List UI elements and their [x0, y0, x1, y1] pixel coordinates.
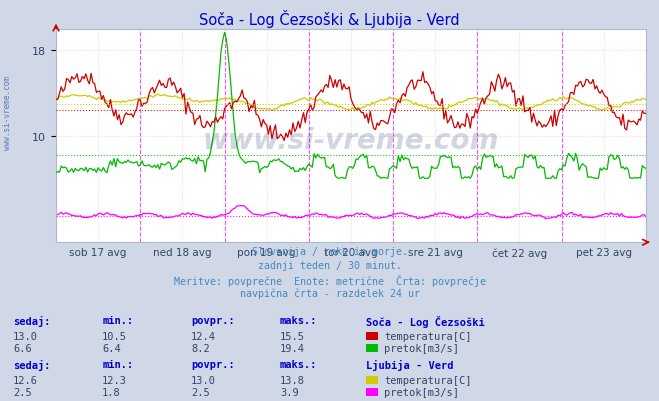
Text: 2.5: 2.5 — [191, 387, 210, 397]
Text: 19.4: 19.4 — [280, 343, 305, 353]
Text: 1.8: 1.8 — [102, 387, 121, 397]
Text: 12.4: 12.4 — [191, 331, 216, 341]
Text: pretok[m3/s]: pretok[m3/s] — [384, 387, 459, 397]
Text: temperatura[C]: temperatura[C] — [384, 375, 472, 385]
Text: temperatura[C]: temperatura[C] — [384, 331, 472, 341]
Text: min.:: min.: — [102, 359, 133, 369]
Text: Soča - Log Čezsoški & Ljubija - Verd: Soča - Log Čezsoški & Ljubija - Verd — [199, 10, 460, 28]
Text: 10.5: 10.5 — [102, 331, 127, 341]
Text: 6.4: 6.4 — [102, 343, 121, 353]
Text: maks.:: maks.: — [280, 359, 318, 369]
Text: 3.9: 3.9 — [280, 387, 299, 397]
Text: 13.0: 13.0 — [191, 375, 216, 385]
Text: sedaj:: sedaj: — [13, 359, 51, 370]
Text: Slovenija / reke in morje.: Slovenija / reke in morje. — [252, 247, 407, 257]
Text: povpr.:: povpr.: — [191, 315, 235, 325]
Text: 6.6: 6.6 — [13, 343, 32, 353]
Text: pretok[m3/s]: pretok[m3/s] — [384, 343, 459, 353]
Text: 13.8: 13.8 — [280, 375, 305, 385]
Text: 8.2: 8.2 — [191, 343, 210, 353]
Text: www.si-vreme.com: www.si-vreme.com — [3, 75, 13, 149]
Text: povpr.:: povpr.: — [191, 359, 235, 369]
Text: 13.0: 13.0 — [13, 331, 38, 341]
Text: min.:: min.: — [102, 315, 133, 325]
Text: Ljubija - Verd: Ljubija - Verd — [366, 359, 453, 370]
Text: Soča - Log Čezsoški: Soča - Log Čezsoški — [366, 315, 484, 327]
Text: maks.:: maks.: — [280, 315, 318, 325]
Text: Meritve: povprečne  Enote: metrične  Črta: povprečje: Meritve: povprečne Enote: metrične Črta:… — [173, 274, 486, 286]
Text: zadnji teden / 30 minut.: zadnji teden / 30 minut. — [258, 260, 401, 270]
Text: sedaj:: sedaj: — [13, 315, 51, 326]
Text: www.si-vreme.com: www.si-vreme.com — [203, 127, 499, 154]
Text: 12.3: 12.3 — [102, 375, 127, 385]
Text: 2.5: 2.5 — [13, 387, 32, 397]
Text: navpična črta - razdelek 24 ur: navpična črta - razdelek 24 ur — [239, 288, 420, 298]
Text: 15.5: 15.5 — [280, 331, 305, 341]
Text: 12.6: 12.6 — [13, 375, 38, 385]
